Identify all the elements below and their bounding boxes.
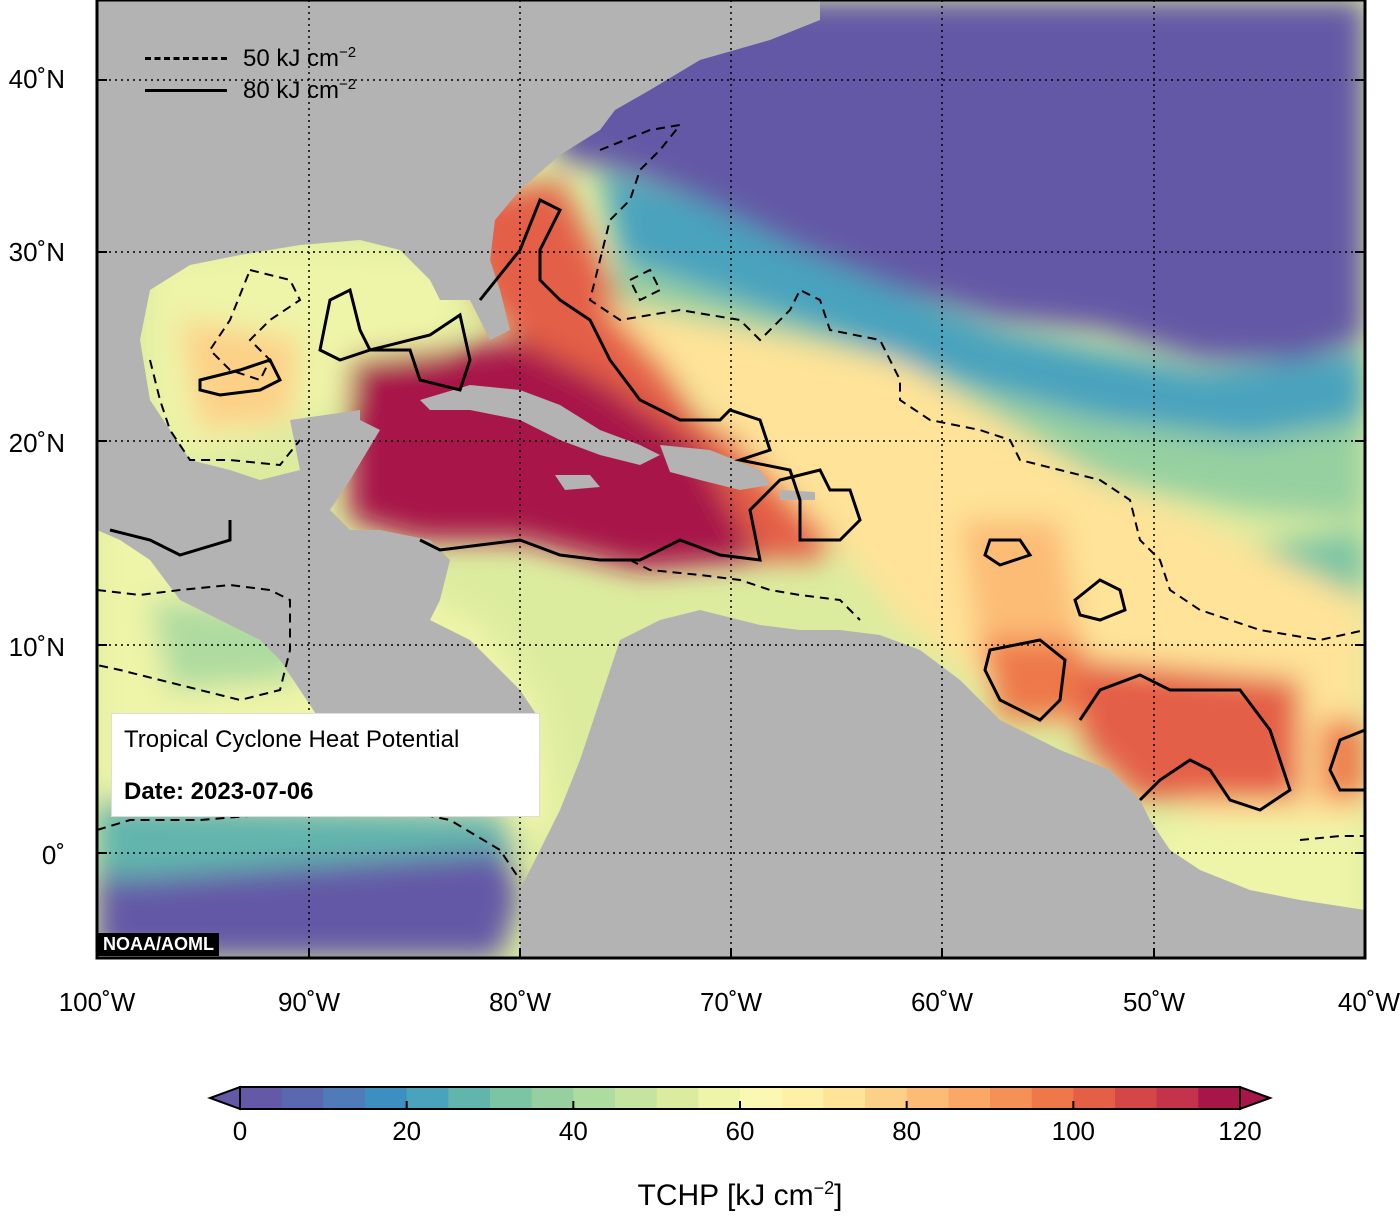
- colorbar-swatch: [1073, 1087, 1116, 1109]
- colorbar-swatch: [490, 1087, 533, 1109]
- title-box: Tropical Cyclone Heat Potential Date: 20…: [111, 713, 540, 817]
- map-date: Date: 2023-07-06: [124, 778, 314, 805]
- colorbar-swatch: [698, 1087, 741, 1109]
- lat-label-30n: 30˚N: [8, 237, 65, 267]
- contour-50: [97, 123, 1365, 881]
- colorbar-swatch: [615, 1087, 658, 1109]
- colorbar-swatch: [740, 1087, 783, 1109]
- legend-item-80: 80 kJ cm−2: [145, 74, 356, 106]
- credit-label: NOAA/AOML: [98, 933, 219, 956]
- colorbar-tick-label: 120: [1218, 1116, 1262, 1146]
- colorbar-swatch: [531, 1087, 574, 1109]
- colorbar-swatch: [1031, 1087, 1074, 1109]
- colorbar-swatch: [1198, 1087, 1241, 1109]
- lon-label-100w: 100˚W: [58, 987, 136, 1017]
- colorbar-swatch: [1115, 1087, 1158, 1109]
- colorbar-tick-label: 60: [725, 1116, 755, 1146]
- lon-label-90w: 90˚W: [277, 987, 341, 1017]
- lon-label-70w: 70˚W: [699, 987, 763, 1017]
- colorbar-title: TCHP [kJ cm−2]: [637, 1178, 843, 1212]
- lat-label-20n: 20˚N: [8, 428, 65, 458]
- legend-item-50: 50 kJ cm−2: [145, 42, 356, 74]
- colorbar-swatch: [323, 1087, 366, 1109]
- colorbar-max-arrow: [1239, 1085, 1273, 1111]
- colorbar-swatch: [448, 1087, 491, 1109]
- map-field: [97, 0, 1365, 958]
- map-title: Tropical Cyclone Heat Potential: [124, 726, 460, 753]
- colorbar-swatch: [281, 1087, 324, 1109]
- colorbar-min-arrow: [207, 1085, 241, 1111]
- dashed-line-swatch: [145, 56, 227, 60]
- lat-label-0: 0˚: [41, 840, 65, 870]
- lon-label-40w: 40˚W: [1337, 987, 1400, 1017]
- legend-label-80: 80 kJ cm−2: [243, 75, 357, 104]
- colorbar-swatch: [365, 1087, 408, 1109]
- legend-label-50: 50 kJ cm−2: [243, 43, 357, 72]
- colorbar: [207, 1085, 1273, 1111]
- colorbar-swatch: [240, 1087, 283, 1109]
- lon-label-60w: 60˚W: [910, 987, 974, 1017]
- lon-label-80w: 80˚W: [488, 987, 552, 1017]
- lat-label-40n: 40˚N: [8, 64, 65, 94]
- axis-ticks: [97, 79, 1365, 958]
- colorbar-swatch: [781, 1087, 824, 1109]
- solid-line-swatch: [145, 88, 227, 92]
- lon-label-50w: 50˚W: [1122, 987, 1186, 1017]
- colorbar-swatch: [865, 1087, 908, 1109]
- colorbar-tick-label: 40: [558, 1116, 588, 1146]
- colorbar-tick-label: 20: [392, 1116, 422, 1146]
- contour-legend: 50 kJ cm−2 80 kJ cm−2: [145, 42, 356, 106]
- colorbar-swatch: [1156, 1087, 1199, 1109]
- colorbar-tick-label: 80: [892, 1116, 922, 1146]
- colorbar-swatch: [573, 1087, 616, 1109]
- colorbar-swatch: [656, 1087, 699, 1109]
- colorbar-swatch: [406, 1087, 449, 1109]
- colorbar-swatch: [990, 1087, 1033, 1109]
- contour-80: [109, 197, 1365, 812]
- colorbar-swatch: [906, 1087, 949, 1109]
- colorbar-tick-label: 0: [232, 1116, 248, 1146]
- colorbar-swatch: [948, 1087, 991, 1109]
- lat-label-10n: 10˚N: [8, 632, 65, 662]
- colorbar-swatch: [823, 1087, 866, 1109]
- colorbar-tick-label: 100: [1051, 1116, 1096, 1146]
